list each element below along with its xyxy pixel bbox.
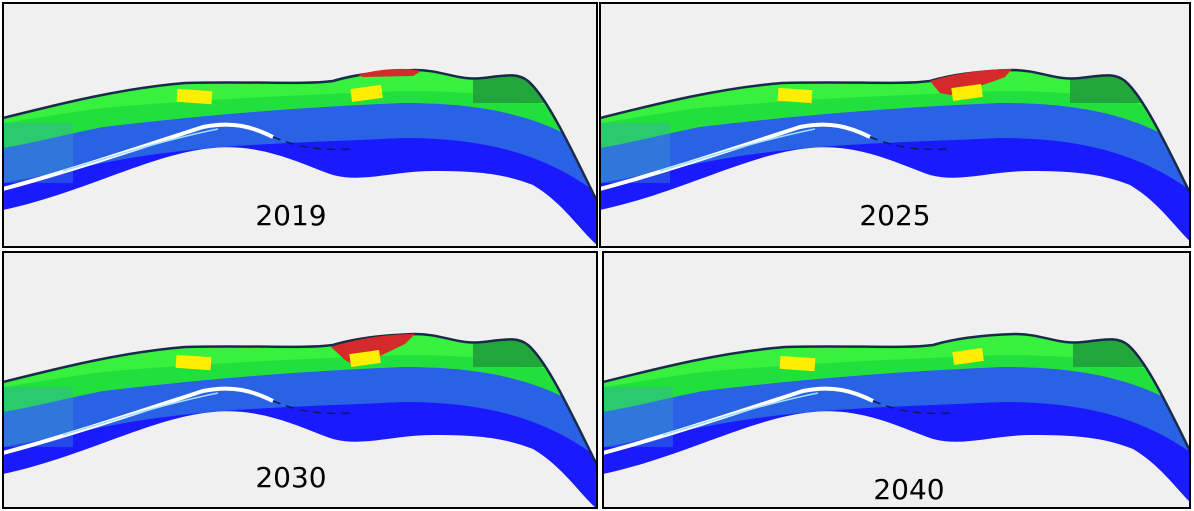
- panel: [3, 3, 597, 247]
- panel-border: [599, 2, 1191, 248]
- panel: [600, 3, 1190, 247]
- panel: [3, 252, 597, 508]
- year-label: 2025: [859, 199, 930, 232]
- year-label: 2030: [255, 461, 326, 494]
- panel-border: [602, 251, 1191, 509]
- panel-border: [2, 2, 598, 248]
- year-label: 2019: [255, 199, 326, 232]
- panel: [603, 252, 1190, 508]
- year-label: 2040: [873, 473, 944, 506]
- panel-border: [2, 251, 598, 509]
